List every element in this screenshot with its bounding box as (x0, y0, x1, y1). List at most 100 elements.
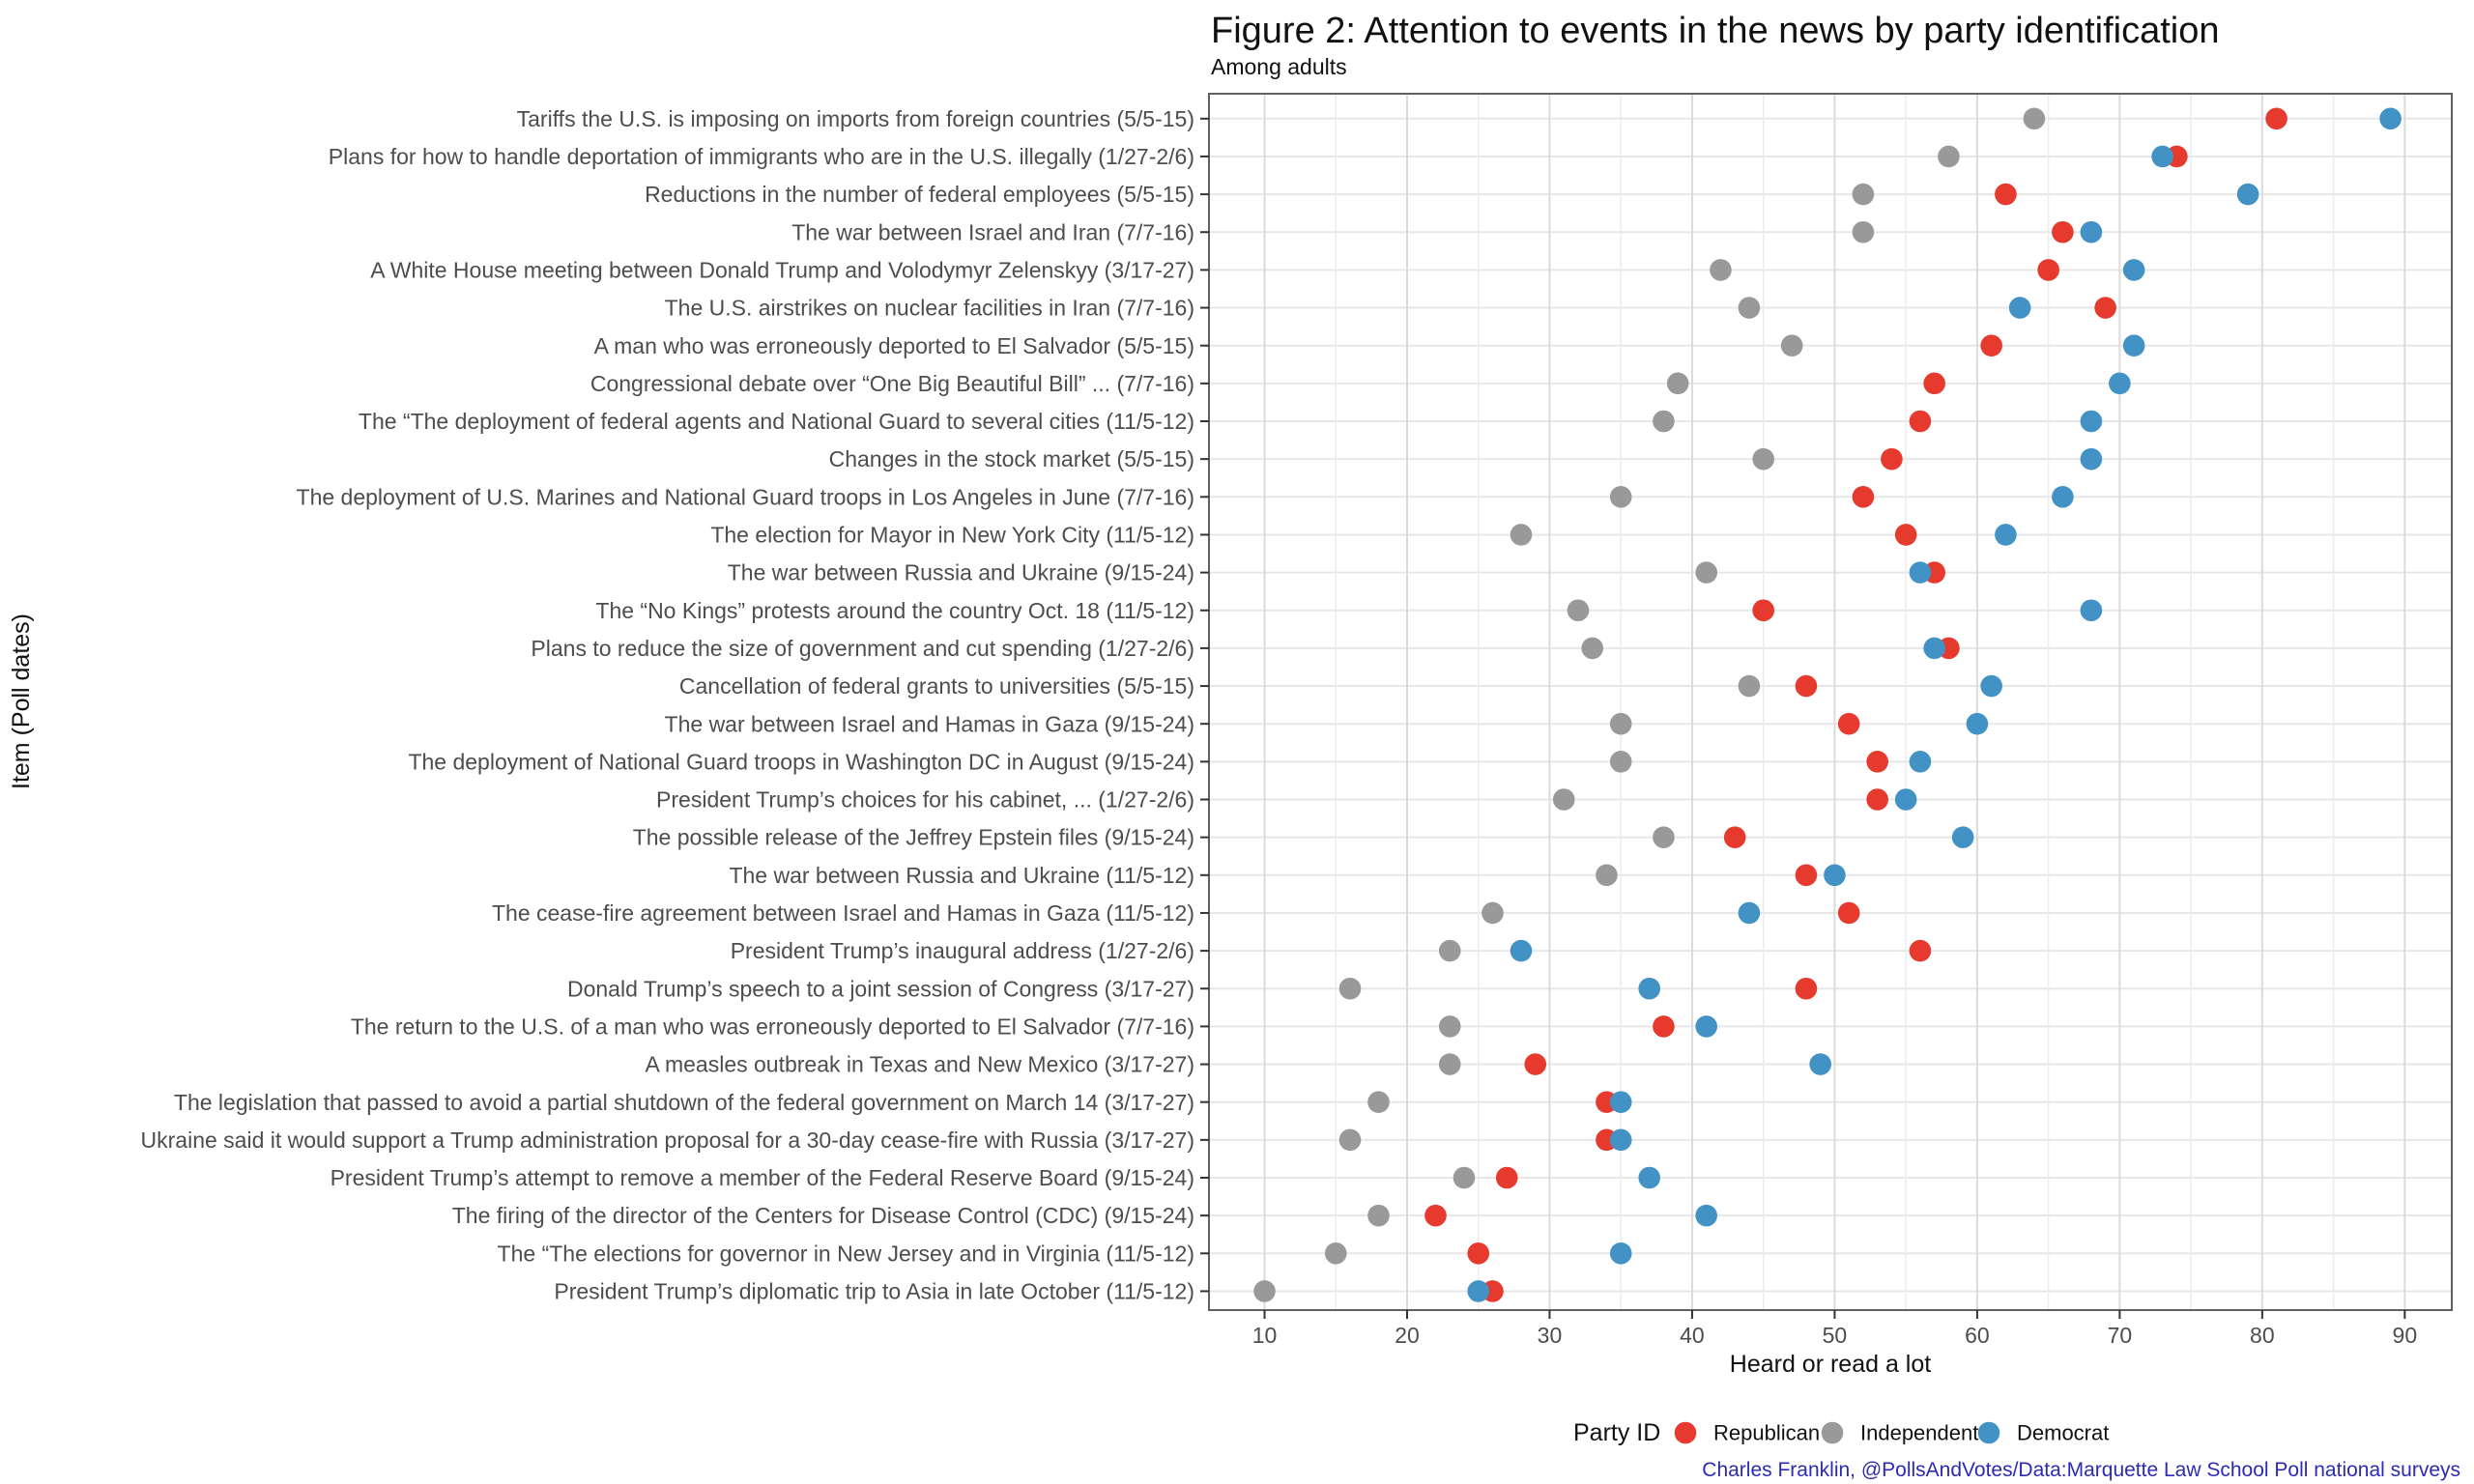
dot-republican (1894, 524, 1917, 546)
dot-independent (1596, 864, 1618, 887)
y-category-label: Plans to reduce the size of government a… (531, 636, 1194, 661)
dot-independent (1752, 447, 1774, 471)
dot-independent (1653, 826, 1675, 848)
dot-independent (1738, 297, 1761, 319)
y-category-label: The war between Israel and Iran (7/7-16) (791, 219, 1194, 244)
dot-republican (1909, 939, 1932, 962)
y-category-label: The war between Russia and Ukraine (9/15… (728, 560, 1194, 585)
dot-independent (1695, 561, 1717, 584)
dot-independent (1852, 220, 1875, 243)
dot-independent (1938, 145, 1960, 168)
x-tick-label: 80 (2250, 1323, 2275, 1348)
dot-republican (1909, 410, 1932, 433)
dot-democrat (2236, 183, 2259, 206)
legend-label-republican: Republican (1713, 1421, 1820, 1445)
y-category-label: The possible release of the Jeffrey Epst… (633, 825, 1194, 850)
x-axis-title: Heard or read a lot (1730, 1351, 1932, 1378)
y-category-label: The war between Russia and Ukraine (11/5… (729, 863, 1194, 888)
dot-democrat (1951, 826, 1974, 848)
y-category-label: The deployment of U.S. Marines and Natio… (297, 484, 1194, 509)
dot-republican (1837, 901, 1860, 925)
dot-republican (1467, 1242, 1490, 1265)
dot-republican (2052, 220, 2074, 243)
dot-democrat (1894, 788, 1917, 811)
y-category-label: The return to the U.S. of a man who was … (351, 1013, 1194, 1039)
dot-independent (1510, 524, 1533, 546)
y-category-label: Tariffs the U.S. is imposing on imports … (517, 106, 1194, 131)
dot-democrat (1467, 1280, 1490, 1302)
dot-independent (1567, 599, 1590, 622)
legend-label-democrat: Democrat (2017, 1421, 2109, 1445)
y-category-label: The legislation that passed to avoid a p… (174, 1090, 1194, 1115)
y-category-label: The U.S. airstrikes on nuclear facilitie… (665, 296, 1194, 321)
dot-democrat (1609, 1128, 1632, 1152)
y-category-label: Congressional debate over “One Big Beaut… (590, 371, 1194, 396)
x-tick-label: 10 (1252, 1323, 1278, 1348)
dot-republican (2094, 297, 2116, 319)
dot-democrat (1909, 561, 1932, 584)
dot-republican (1653, 1015, 1675, 1038)
dot-independent (1324, 1242, 1347, 1265)
dot-independent (1552, 788, 1575, 811)
y-axis-labels: Tariffs the U.S. is imposing on imports … (141, 106, 1194, 1304)
y-category-label: The election for Mayor in New York City … (710, 523, 1194, 548)
dot-independent (1609, 751, 1632, 773)
y-category-label: President Trump’s inaugural address (1/2… (731, 938, 1194, 963)
dot-republican (1524, 1053, 1547, 1075)
dot-republican (1495, 1166, 1518, 1189)
panel-border (1208, 93, 2453, 1311)
dot-independent (1438, 1053, 1461, 1075)
dot-democrat (1909, 751, 1932, 773)
dot-democrat (2151, 145, 2173, 168)
dot-democrat (1738, 901, 1761, 925)
dot-democrat (1966, 712, 1989, 735)
y-category-label: The “The elections for governor in New J… (498, 1241, 1194, 1266)
dot-republican (1881, 447, 1903, 471)
dot-democrat (2080, 220, 2103, 243)
dot-democrat (2008, 297, 2031, 319)
y-category-label: The “No Kings” protests around the count… (595, 598, 1194, 623)
dot-democrat (2379, 107, 2402, 130)
dot-democrat (2052, 486, 2074, 508)
dot-independent (1609, 712, 1632, 735)
dot-independent (1609, 486, 1632, 508)
dot-independent (1710, 259, 1732, 281)
dot-republican (1923, 372, 1945, 395)
y-category-label: President Trump’s attempt to remove a me… (331, 1165, 1194, 1190)
dot-democrat (1995, 524, 2017, 546)
x-axis-tick-labels: 10 20 30 40 50 60 70 80 90 (1252, 1323, 2417, 1348)
data-points (1253, 107, 2402, 1302)
dot-democrat (1609, 1091, 1632, 1113)
dot-independent (1438, 939, 1461, 962)
dot-republican (2037, 259, 2059, 281)
dot-independent (1581, 637, 1604, 660)
dot-independent (1367, 1204, 1390, 1227)
x-tick-label: 30 (1538, 1323, 1563, 1348)
y-category-label: The firing of the director of the Center… (452, 1203, 1194, 1228)
dot-republican (1752, 599, 1774, 622)
dot-independent (1367, 1091, 1390, 1113)
dot-democrat (1923, 637, 1945, 660)
dot-democrat (2122, 334, 2145, 357)
dot-democrat (1809, 1053, 1831, 1075)
dot-independent (1438, 1015, 1461, 1038)
dot-republican (1795, 977, 1818, 1000)
credit-line: Charles Franklin, @PollsAndVotes/Data:Ma… (1702, 1459, 2460, 1481)
y-category-label: Plans for how to handle deportation of i… (329, 144, 1194, 169)
y-category-label: A measles outbreak in Texas and New Mexi… (646, 1052, 1194, 1077)
dot-republican (1723, 826, 1746, 848)
dot-democrat (2122, 259, 2145, 281)
dot-independent (1852, 183, 1875, 206)
figure-subtitle: Among adults (1211, 54, 1347, 79)
dot-republican (1980, 334, 2002, 357)
dot-republican (2265, 107, 2287, 130)
y-category-label: The “The deployment of federal agents an… (359, 409, 1194, 434)
dot-republican (1866, 788, 1888, 811)
gridlines (1209, 94, 2452, 1310)
y-category-label: Changes in the stock market (5/5-15) (829, 446, 1194, 471)
dot-independent (1253, 1280, 1276, 1302)
dot-democrat (1510, 939, 1533, 962)
dot-democrat (1695, 1015, 1717, 1038)
dot-democrat (1980, 674, 2002, 698)
